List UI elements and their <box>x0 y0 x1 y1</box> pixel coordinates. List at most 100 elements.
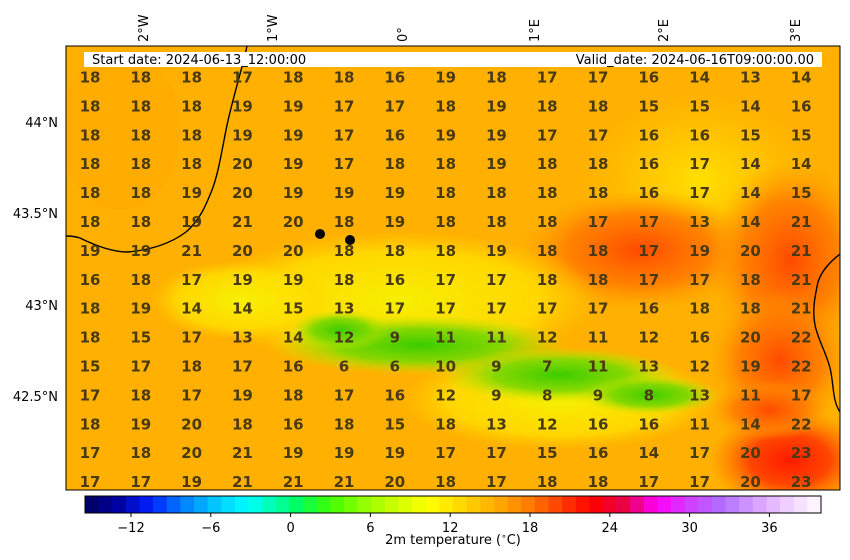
temperature-value: 12 <box>537 415 558 433</box>
temperature-value: 14 <box>638 444 659 462</box>
temperature-value: 18 <box>740 300 761 318</box>
temperature-value: 19 <box>486 126 507 144</box>
temperature-value: 18 <box>80 184 101 202</box>
temperature-value: 19 <box>130 415 151 433</box>
temperature-value: 18 <box>435 415 456 433</box>
temperature-value: 14 <box>283 329 304 347</box>
temperature-value: 17 <box>588 126 609 144</box>
colorbar-segment <box>316 496 331 513</box>
colorbar-tick-label: 0 <box>286 521 294 536</box>
temperature-value: 22 <box>791 358 812 376</box>
colorbar-segment <box>371 496 386 513</box>
temperature-value: 19 <box>130 242 151 260</box>
temperature-value: 19 <box>435 126 456 144</box>
temperature-value: 18 <box>435 155 456 173</box>
valid-date-label: Valid_date: 2024-06-16T09:00:00.00 <box>576 53 814 68</box>
temperature-value: 16 <box>283 358 304 376</box>
temperature-value: 13 <box>638 358 659 376</box>
temperature-value: 19 <box>384 184 405 202</box>
temperature-value: 18 <box>181 69 202 87</box>
temperature-value: 17 <box>384 300 405 318</box>
temperature-value: 18 <box>283 69 304 87</box>
temperature-value: 16 <box>384 126 405 144</box>
temperature-value: 19 <box>283 126 304 144</box>
colorbar-tick-label: 6 <box>366 521 374 536</box>
colorbar-segment <box>466 496 481 513</box>
temperature-value: 17 <box>486 300 507 318</box>
colorbar-segment <box>98 496 113 513</box>
temperature-value: 13 <box>689 213 710 231</box>
temperature-value: 17 <box>486 271 507 289</box>
temperature-value: 17 <box>435 300 456 318</box>
coastline <box>66 46 840 413</box>
temperature-value: 21 <box>791 271 812 289</box>
temperature-value: 19 <box>232 126 253 144</box>
temperature-value: 8 <box>542 386 552 404</box>
temperature-value: 21 <box>791 242 812 260</box>
temperature-value: 18 <box>334 213 355 231</box>
temperature-value: 18 <box>181 97 202 115</box>
colorbar-segment <box>180 496 195 513</box>
temperature-value: 18 <box>588 271 609 289</box>
temperature-value: 13 <box>334 300 355 318</box>
lon-label: 0° <box>396 27 411 42</box>
temperature-value: 18 <box>588 97 609 115</box>
colorbar-ticks: −12 −6 0 6 12 18 24 30 36 <box>117 513 778 536</box>
temperature-value: 18 <box>130 155 151 173</box>
colorbar-segment <box>275 496 290 513</box>
colorbar-segment <box>357 496 372 513</box>
longitude-labels: 2°W 1°W 0° 1°E 2°E 3°E <box>137 14 804 42</box>
temperature-value: 9 <box>491 358 501 376</box>
temperature-value: 13 <box>486 415 507 433</box>
temperature-value: 18 <box>384 242 405 260</box>
temperature-value: 19 <box>283 271 304 289</box>
colorbar-segment <box>562 496 576 513</box>
temperature-value: 19 <box>232 97 253 115</box>
temperature-value: 19 <box>283 97 304 115</box>
temperature-value: 17 <box>537 300 558 318</box>
temperature-value: 16 <box>689 329 710 347</box>
temperature-value: 15 <box>130 329 151 347</box>
temperature-value: 19 <box>232 271 253 289</box>
temperature-value: 17 <box>689 184 710 202</box>
colorbar-segment <box>248 496 263 513</box>
temperature-value: 19 <box>334 444 355 462</box>
colorbar-segment <box>384 496 399 513</box>
temperature-value: 17 <box>232 358 253 376</box>
temperature-value: 19 <box>689 242 710 260</box>
temperature-value: 15 <box>791 126 812 144</box>
temperature-value: 17 <box>384 97 405 115</box>
temperature-value: 20 <box>181 444 202 462</box>
temperature-value: 18 <box>740 271 761 289</box>
temperature-value: 18 <box>80 126 101 144</box>
colorbar-tick-label: 18 <box>522 521 539 536</box>
temperature-value: 18 <box>588 242 609 260</box>
colorbar-segment <box>493 496 508 513</box>
temperature-value: 18 <box>130 386 151 404</box>
temperature-value: 19 <box>283 444 304 462</box>
temperature-value: 17 <box>334 97 355 115</box>
colorbar-segment <box>548 496 563 513</box>
temperature-value: 16 <box>384 69 405 87</box>
temperature-value: 18 <box>537 242 558 260</box>
temperature-value: 18 <box>435 97 456 115</box>
temperature-value: 11 <box>588 329 609 347</box>
temperature-value: 19 <box>283 155 304 173</box>
temperature-value: 18 <box>588 155 609 173</box>
temperature-value: 17 <box>638 473 659 491</box>
temperature-value: 19 <box>181 184 202 202</box>
colorbar-segment <box>425 496 440 513</box>
temperature-value: 18 <box>130 97 151 115</box>
temperature-value: 21 <box>283 473 304 491</box>
temperature-value: 19 <box>486 242 507 260</box>
temperature-value: 18 <box>80 415 101 433</box>
temperature-value: 17 <box>588 300 609 318</box>
temperature-value: 20 <box>740 242 761 260</box>
temperature-value: 15 <box>537 444 558 462</box>
colorbar-segment <box>643 496 658 513</box>
colorbar-segment <box>153 496 168 513</box>
temperature-value: 16 <box>588 415 609 433</box>
temperature-value: 18 <box>435 184 456 202</box>
temperature-value: 18 <box>80 69 101 87</box>
temperature-value: 19 <box>334 184 355 202</box>
